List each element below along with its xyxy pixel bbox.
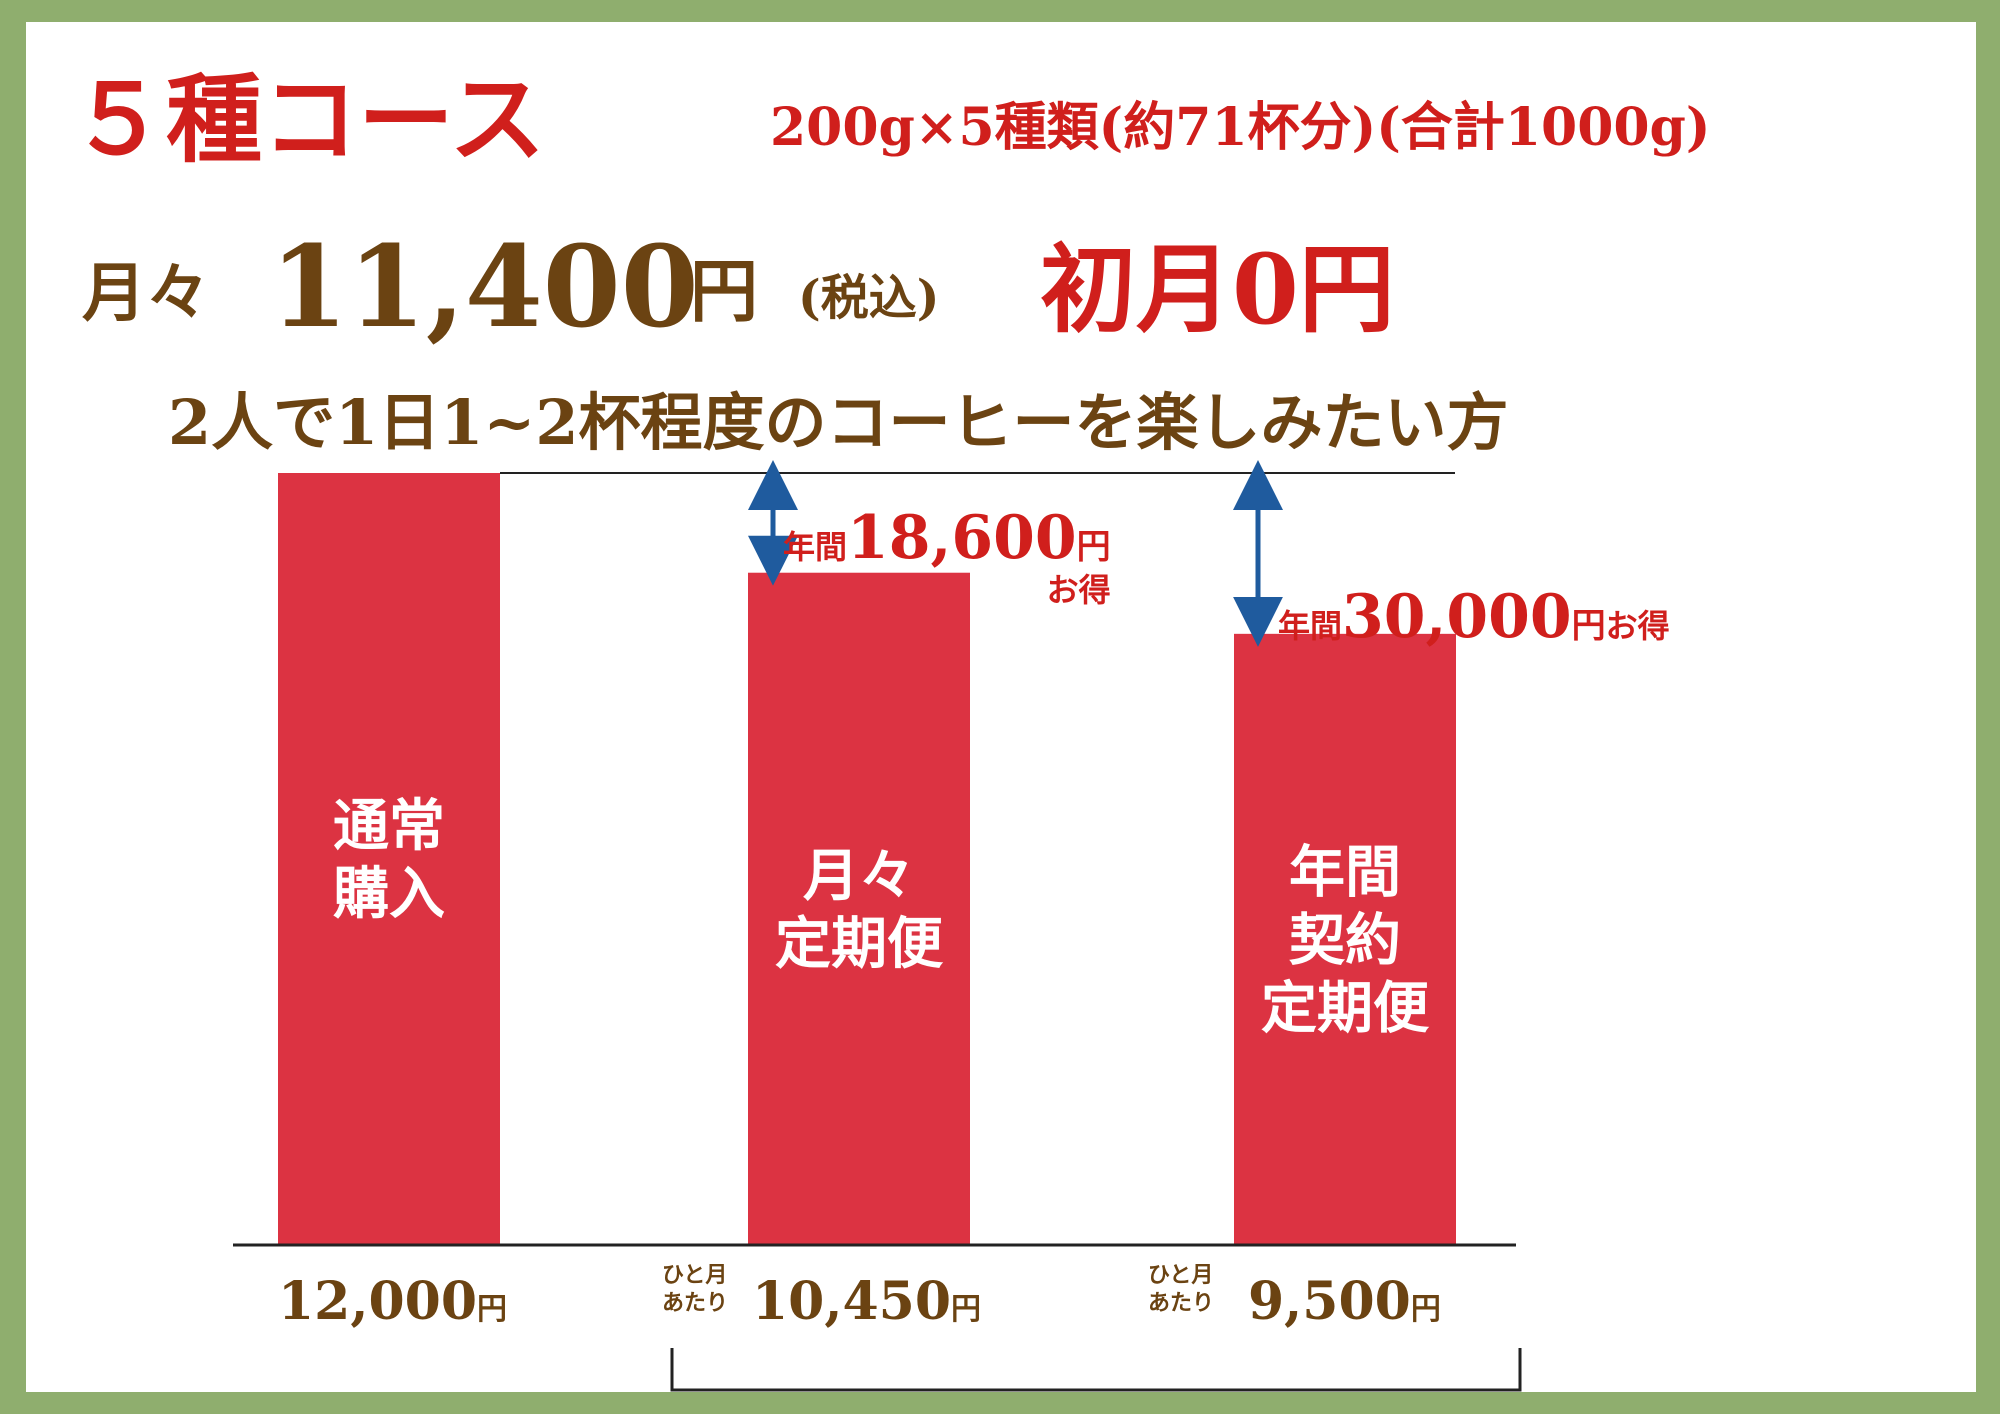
price-unit: 円	[690, 252, 759, 332]
subscription-bracket	[670, 1348, 1522, 1392]
first-month-free: 初月0円	[1040, 233, 1395, 346]
course-subtitle: 200g×5種類(約71杯分)(合計1000g)	[770, 97, 1711, 158]
price-value-label: 9,500円	[1248, 1271, 1441, 1332]
course-title: ５種コース	[70, 63, 546, 176]
bar-3	[1234, 633, 1456, 1245]
bar-category-label: 通常購入	[333, 793, 445, 927]
target-audience: 2人で1日1~2杯程度のコーヒーを楽しみたい方	[168, 386, 1509, 459]
price-prefix: 月々	[82, 256, 210, 331]
bar-1	[278, 473, 500, 1245]
bar-2	[748, 572, 970, 1245]
monthly-price: 11,400	[270, 222, 699, 353]
price-value-label: 10,450円	[752, 1271, 982, 1332]
bar-category-label: 月々定期便	[775, 843, 944, 977]
annual-savings-label: 年間18,600円 お得	[783, 503, 1111, 609]
price-value-label: 12,000円	[278, 1271, 508, 1332]
per-month-note: ひと月 あたり	[662, 1262, 729, 1316]
price-tax-note: (税込)	[798, 270, 940, 326]
bar-category-label: 年間契約定期便	[1261, 839, 1430, 1041]
annual-savings-label: 年間30,000円お得	[1278, 582, 1670, 652]
per-month-note: ひと月 あたり	[1148, 1262, 1215, 1316]
